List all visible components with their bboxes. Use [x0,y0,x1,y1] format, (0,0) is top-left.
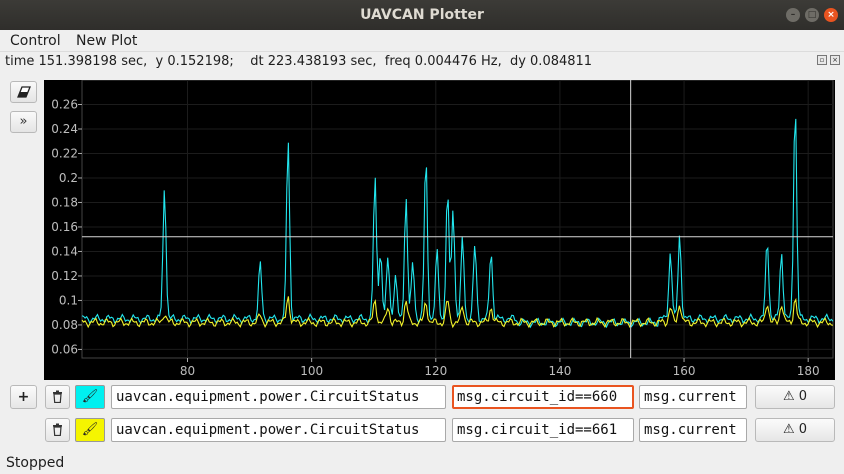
brush-icon: 🖌 [81,422,99,437]
warnings-button[interactable]: ⚠ 0 [755,418,835,442]
warnings-button[interactable]: ⚠ 0 [755,385,835,409]
eraser-icon [16,86,31,98]
title-bar: UAVCAN Plotter – □ × [0,0,844,30]
y-tick-label: 0.24 [51,122,78,136]
value-expression-field[interactable]: msg.current [639,418,747,442]
warning-count: 0 [798,389,808,404]
y-tick-label: 0.08 [51,318,78,332]
cursor-readout: time 151.398198 sec, y 0.152198; dt 223.… [5,54,593,69]
brush-icon: 🖌 [81,389,99,404]
curve-color-button[interactable]: 🖌 [75,385,105,409]
clear-plot-button[interactable] [10,81,37,103]
dock-float-icon[interactable]: ▫ [817,55,827,65]
double-chevron-right-icon: » [19,114,28,129]
trash-icon [53,423,62,437]
series-line-2 [81,296,834,329]
y-tick-label: 0.18 [51,195,78,209]
x-tick-label: 100 [300,364,323,378]
y-tick-label: 0.22 [51,146,78,160]
curve-row-2: 🖌 uavcan.equipment.power.CircuitStatus m… [0,416,844,444]
dock-close-icon[interactable]: × [830,55,840,65]
add-curve-button[interactable]: + [10,385,37,409]
run-status: Stopped [6,455,65,471]
x-tick-label: 120 [424,364,447,378]
message-type-field[interactable]: uavcan.equipment.power.CircuitStatus [111,385,446,409]
toggle-panel-button[interactable]: » [10,111,37,133]
y-tick-label: 0.1 [59,293,78,307]
minimize-icon[interactable]: – [786,8,800,22]
curve-row-1: + 🖌 uavcan.equipment.power.CircuitStatus… [0,383,844,411]
y-tick-label: 0.2 [59,171,78,185]
value-expression-field[interactable]: msg.current [639,385,747,409]
plot-background [44,80,835,380]
delete-curve-button[interactable] [45,385,70,409]
warning-icon: ⚠ [782,389,795,404]
x-tick-label: 140 [548,364,571,378]
close-icon[interactable]: × [824,8,838,22]
menu-new-plot[interactable]: New Plot [76,33,138,49]
x-tick-label: 80 [180,364,195,378]
y-tick-label: 0.14 [51,244,78,258]
y-tick-label: 0.06 [51,342,78,356]
filter-expression-field[interactable]: msg.circuit_id==660 [452,385,634,409]
message-type-field[interactable]: uavcan.equipment.power.CircuitStatus [111,418,446,442]
filter-expression-field[interactable]: msg.circuit_id==661 [452,418,634,442]
menu-bar: Control New Plot [0,30,844,52]
plus-icon: + [17,389,30,405]
maximize-icon[interactable]: □ [805,8,819,22]
menu-control[interactable]: Control [10,33,61,49]
warning-icon: ⚠ [782,422,795,437]
y-tick-label: 0.12 [51,269,78,283]
window-title: UAVCAN Plotter [360,7,484,23]
x-tick-label: 160 [673,364,696,378]
warning-count: 0 [798,422,808,437]
curve-color-button[interactable]: 🖌 [75,418,105,442]
y-tick-label: 0.16 [51,220,78,234]
plot-frame [81,80,834,359]
x-tick-label: 180 [797,364,820,378]
plot-area[interactable]: 0.06 0.08 0.1 0.12 0.14 0.16 0.18 0.2 0.22 0.24 0.… [44,80,835,380]
trash-icon [53,390,62,404]
y-tick-label: 0.26 [51,97,78,111]
delete-curve-button[interactable] [45,418,70,442]
